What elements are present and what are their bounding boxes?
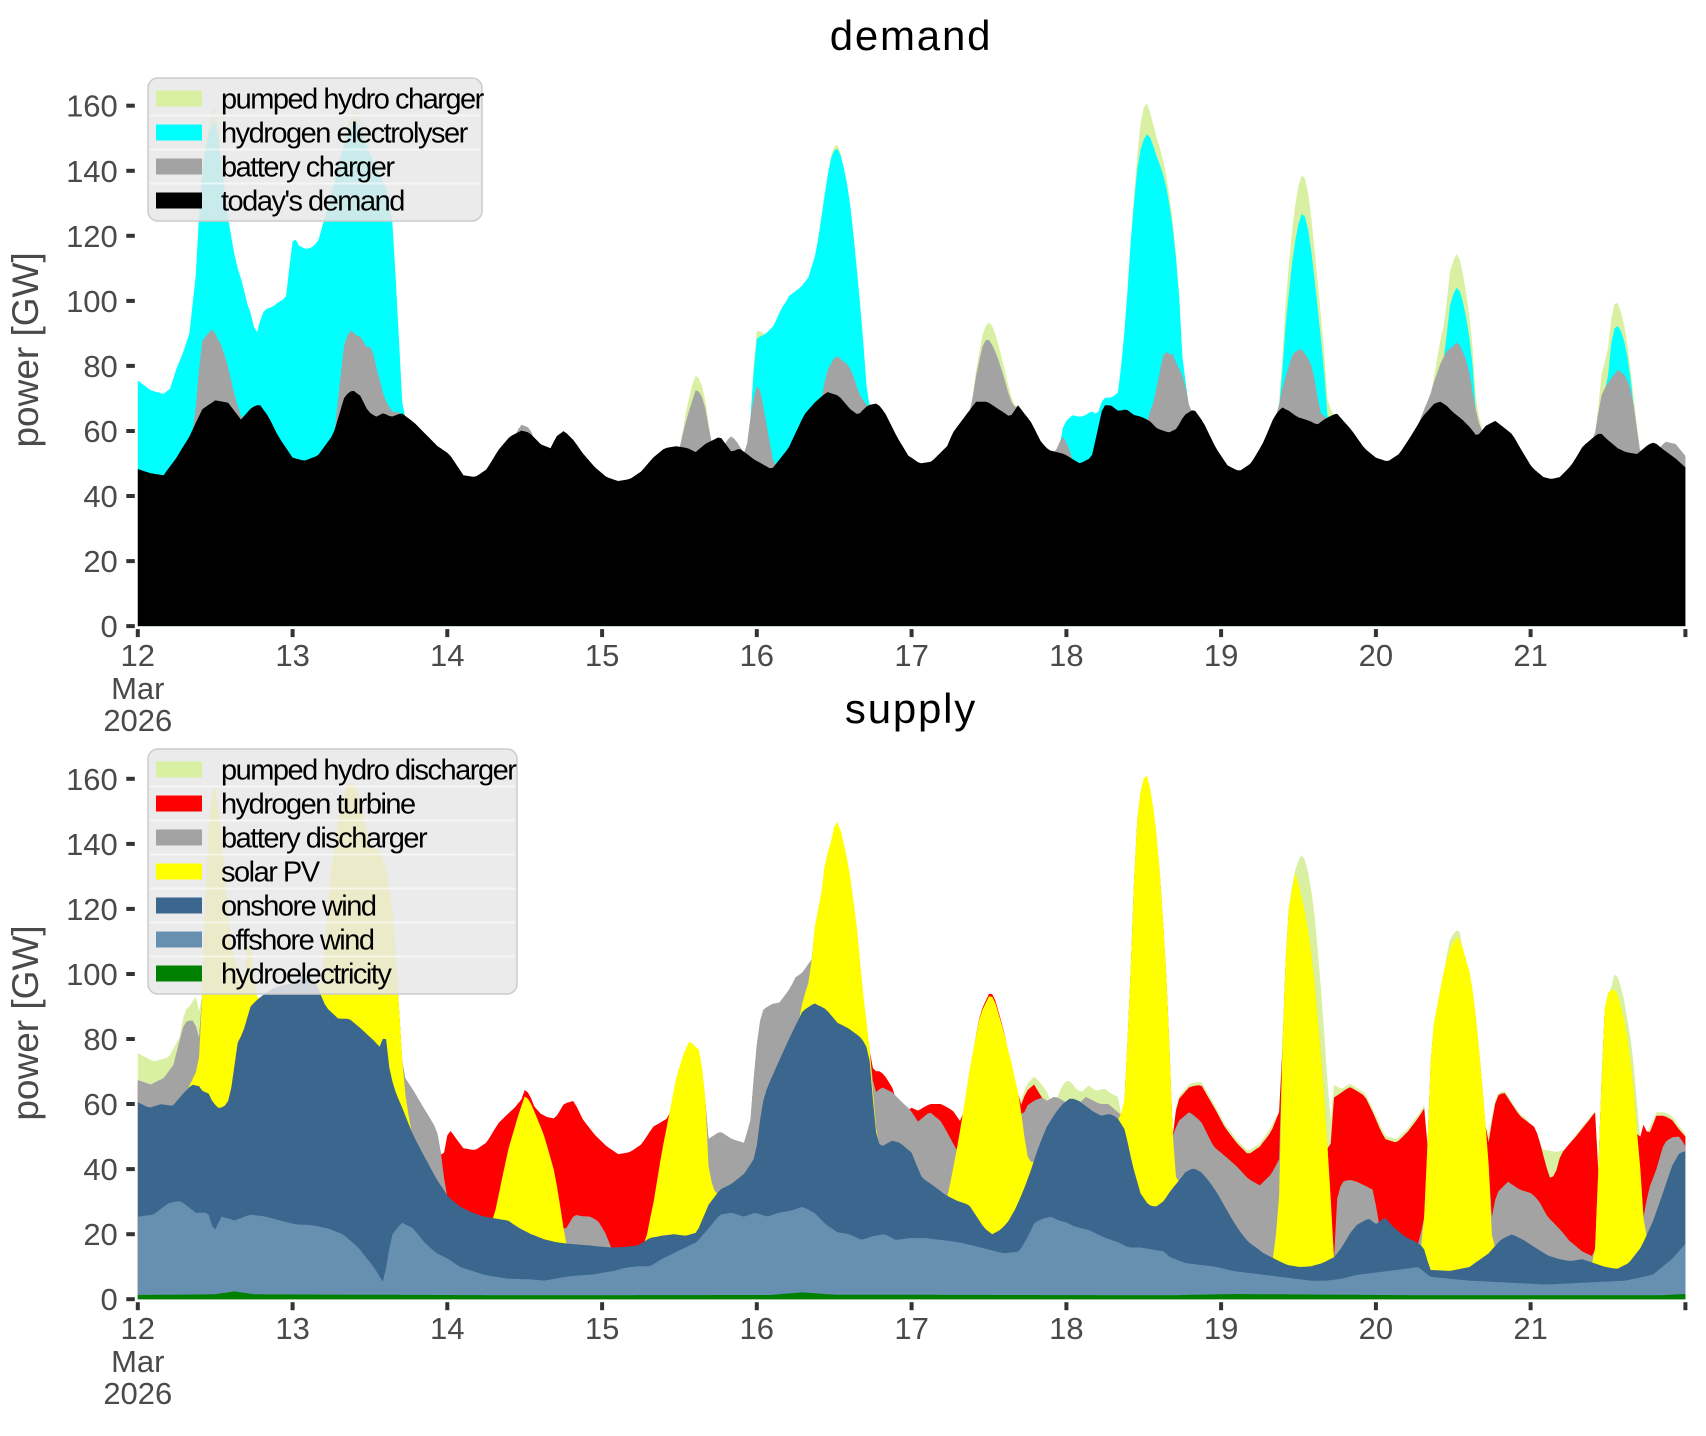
svg-text:onshore wind: onshore wind [221, 891, 376, 923]
svg-text:60: 60 [83, 414, 117, 449]
svg-text:16: 16 [740, 638, 774, 673]
svg-text:battery discharger: battery discharger [221, 823, 428, 855]
svg-text:today's demand: today's demand [221, 186, 404, 218]
svg-text:20: 20 [1359, 1311, 1393, 1346]
svg-text:13: 13 [275, 638, 309, 673]
svg-text:20: 20 [1359, 638, 1393, 673]
svg-text:16: 16 [740, 1311, 774, 1346]
svg-text:14: 14 [430, 1311, 464, 1346]
svg-text:100: 100 [66, 284, 118, 319]
svg-text:15: 15 [585, 1311, 619, 1346]
svg-text:2026: 2026 [103, 1376, 172, 1411]
svg-text:20: 20 [83, 1217, 117, 1252]
svg-text:Mar: Mar [111, 1344, 164, 1379]
svg-text:pumped hydro charger: pumped hydro charger [221, 84, 485, 116]
svg-text:19: 19 [1204, 638, 1238, 673]
svg-text:14: 14 [430, 638, 464, 673]
svg-text:13: 13 [275, 1311, 309, 1346]
svg-text:20: 20 [83, 544, 117, 579]
svg-text:17: 17 [894, 638, 928, 673]
svg-text:0: 0 [101, 609, 118, 644]
svg-text:hydrogen turbine: hydrogen turbine [221, 789, 415, 821]
svg-text:hydrogen electrolyser: hydrogen electrolyser [221, 118, 469, 150]
svg-text:21: 21 [1513, 1311, 1547, 1346]
svg-text:2026: 2026 [103, 703, 172, 738]
svg-text:power [GW]: power [GW] [5, 925, 46, 1120]
svg-text:12: 12 [121, 1311, 155, 1346]
svg-text:18: 18 [1049, 638, 1083, 673]
svg-text:demand: demand [830, 12, 993, 59]
svg-text:40: 40 [83, 1152, 117, 1187]
svg-text:140: 140 [66, 154, 118, 189]
svg-text:17: 17 [894, 1311, 928, 1346]
svg-text:pumped hydro discharger: pumped hydro discharger [221, 755, 517, 787]
svg-text:19: 19 [1204, 1311, 1238, 1346]
svg-text:80: 80 [83, 1022, 117, 1057]
svg-text:hydroelectricity: hydroelectricity [221, 959, 392, 991]
svg-text:12: 12 [121, 638, 155, 673]
svg-text:160: 160 [66, 89, 118, 124]
svg-text:40: 40 [83, 479, 117, 514]
svg-text:solar PV: solar PV [221, 857, 321, 889]
svg-text:supply: supply [845, 685, 977, 732]
svg-text:0: 0 [101, 1282, 118, 1317]
svg-text:offshore wind: offshore wind [221, 925, 374, 957]
svg-text:100: 100 [66, 957, 118, 992]
svg-text:80: 80 [83, 349, 117, 384]
svg-text:18: 18 [1049, 1311, 1083, 1346]
svg-text:Mar: Mar [111, 671, 164, 706]
svg-text:120: 120 [66, 219, 118, 254]
svg-text:21: 21 [1513, 638, 1547, 673]
svg-text:power [GW]: power [GW] [5, 252, 46, 447]
svg-text:120: 120 [66, 892, 118, 927]
svg-text:160: 160 [66, 762, 118, 797]
svg-text:140: 140 [66, 827, 118, 862]
svg-text:60: 60 [83, 1087, 117, 1122]
svg-text:15: 15 [585, 638, 619, 673]
svg-text:battery charger: battery charger [221, 152, 395, 184]
